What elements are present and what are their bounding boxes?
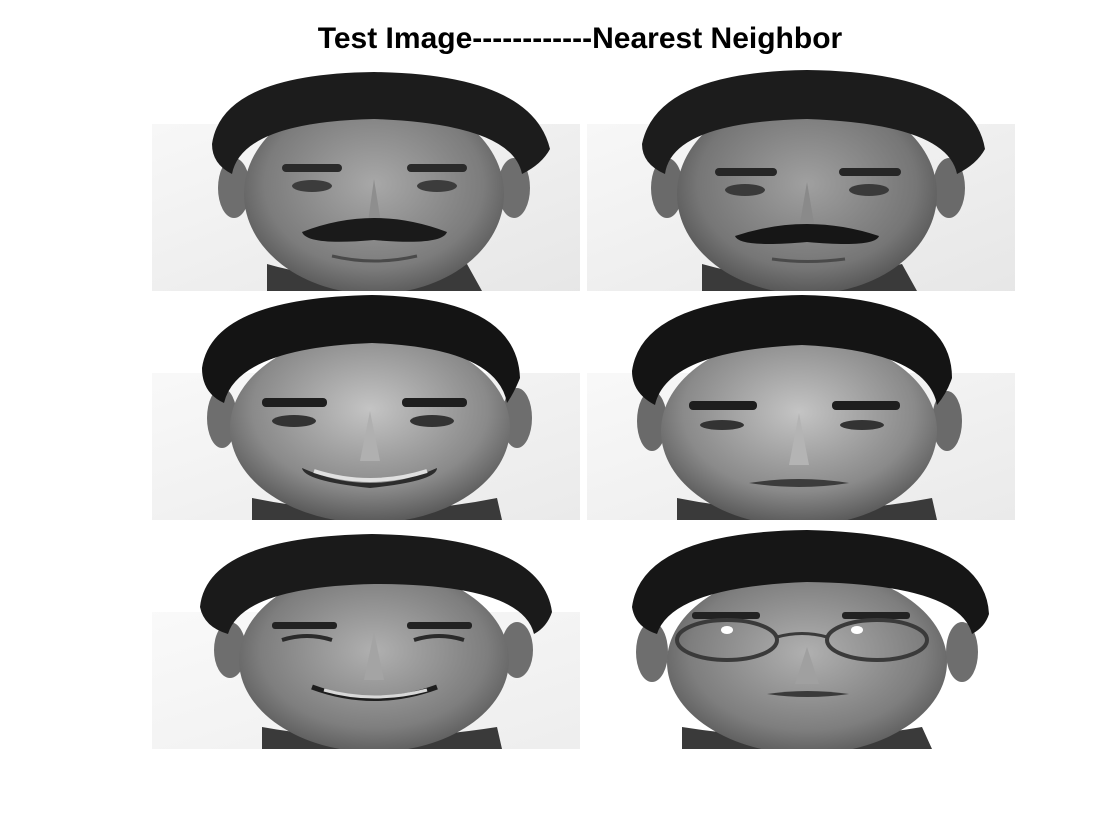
face-mustache-man-image <box>152 64 580 291</box>
face-mustache-man-neighbor-image <box>587 64 1015 291</box>
face-asian-man-image <box>152 522 580 749</box>
test-image-2 <box>152 293 580 520</box>
face-dark-hair-man-image <box>152 293 580 520</box>
test-image-3 <box>152 522 580 749</box>
face-asian-man-glasses-image <box>587 522 1015 749</box>
test-image-1 <box>152 64 580 291</box>
figure-title: Test Image------------Nearest Neighbor <box>317 22 843 55</box>
face-dark-hair-man-neighbor-image <box>587 293 1015 520</box>
nearest-neighbor-image-1 <box>587 64 1015 291</box>
nearest-neighbor-image-2 <box>587 293 1015 520</box>
nearest-neighbor-image-3 <box>587 522 1015 749</box>
